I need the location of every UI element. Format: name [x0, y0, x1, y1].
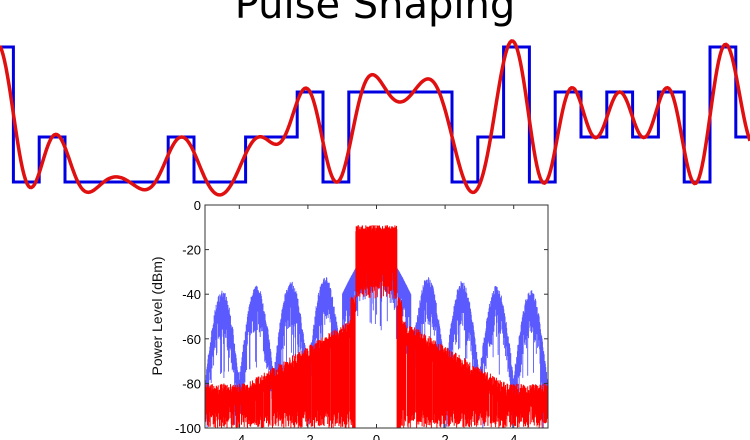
- y-tick-label: -40: [182, 287, 201, 302]
- x-tick-label: -2: [302, 432, 314, 440]
- shaped-pulse-series: [0, 39, 750, 197]
- y-tick-label: -100: [175, 421, 201, 436]
- y-axis-label: Power Level (dBm): [149, 256, 165, 375]
- pulse-shaping-waveform-chart: [0, 39, 750, 197]
- x-tick-label: 4: [510, 432, 517, 440]
- x-tick-label: 0: [373, 432, 380, 440]
- y-tick-label: -80: [182, 376, 201, 391]
- x-tick-label: 2: [441, 432, 448, 440]
- y-tick-label: -60: [182, 332, 201, 347]
- y-tick-label: -20: [182, 243, 201, 258]
- slide-title: Pulse Shaping: [234, 0, 516, 28]
- x-tick-label: -4: [234, 432, 246, 440]
- y-tick-label: 0: [194, 198, 201, 213]
